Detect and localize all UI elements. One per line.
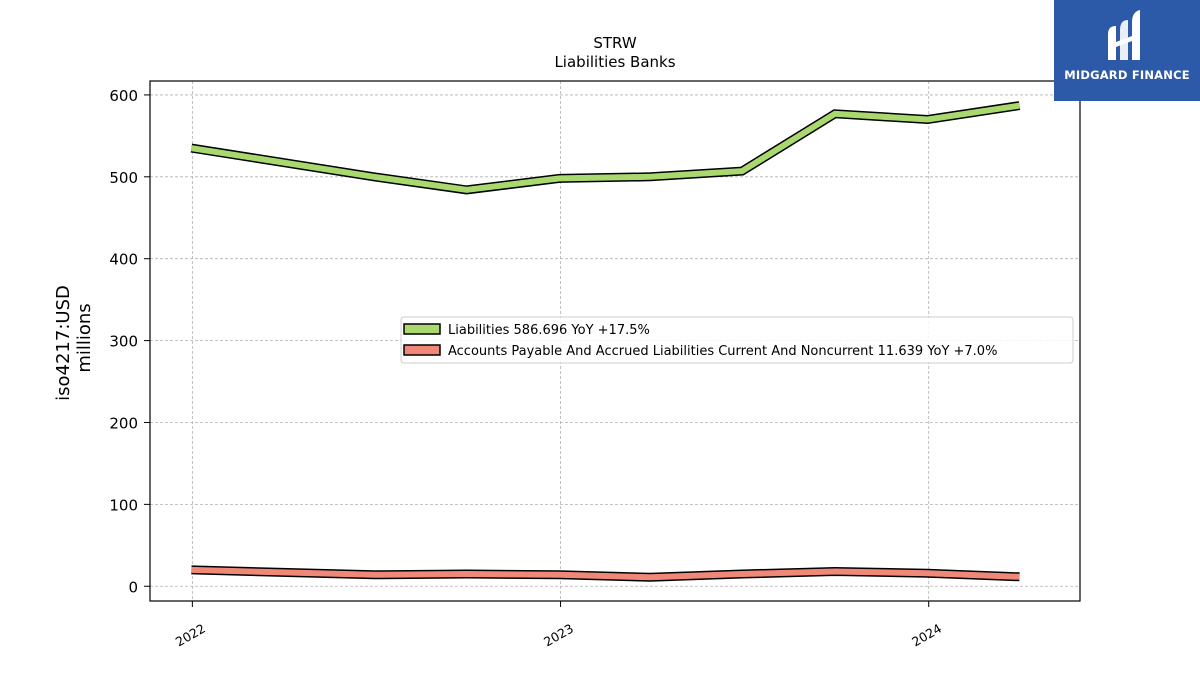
legend-label-1: Accounts Payable And Accrued Liabilities… xyxy=(448,344,997,359)
y-tick-label: 300 xyxy=(109,333,138,351)
y-axis-ticks: 0 100 200 300 400 500 600 xyxy=(109,87,150,596)
legend: Liabilities 586.696 YoY +17.5% Accounts P… xyxy=(400,316,1074,364)
legend-swatch-1 xyxy=(403,344,441,356)
x-tick-label: 2024 xyxy=(909,621,944,650)
x-axis-ticks: 2022 2023 2024 xyxy=(173,601,944,650)
legend-label-0: Liabilities 586.696 YoY +17.5% xyxy=(448,323,650,338)
logo-text: MIDGARD FINANCE xyxy=(1064,68,1190,82)
midgard-logo-icon xyxy=(1108,10,1140,60)
series-lines xyxy=(190,101,1021,582)
y-tick-label: 200 xyxy=(109,414,138,432)
y-tick-label: 500 xyxy=(109,169,138,187)
y-tick-label: 0 xyxy=(128,578,138,596)
midgard-finance-logo: MIDGARD FINANCE xyxy=(1054,0,1200,101)
y-tick-label: 600 xyxy=(109,87,138,105)
y-tick-label: 400 xyxy=(109,251,138,269)
y-tick-label: 100 xyxy=(109,496,138,514)
y-axis-label: iso4217:USD millions xyxy=(53,285,95,401)
legend-swatch-0 xyxy=(403,323,441,335)
y-axis-label-line1: iso4217:USD xyxy=(53,285,74,401)
chart-subtitle: Liabilities Banks xyxy=(554,53,675,71)
legend-box xyxy=(400,316,1074,364)
y-axis-label-line2: millions xyxy=(74,303,95,372)
series-0-line xyxy=(190,102,1020,193)
x-tick-label: 2022 xyxy=(173,621,208,650)
x-tick-label: 2023 xyxy=(541,621,576,650)
chart-title: STRW xyxy=(593,34,636,52)
series-1-line xyxy=(191,566,1020,581)
